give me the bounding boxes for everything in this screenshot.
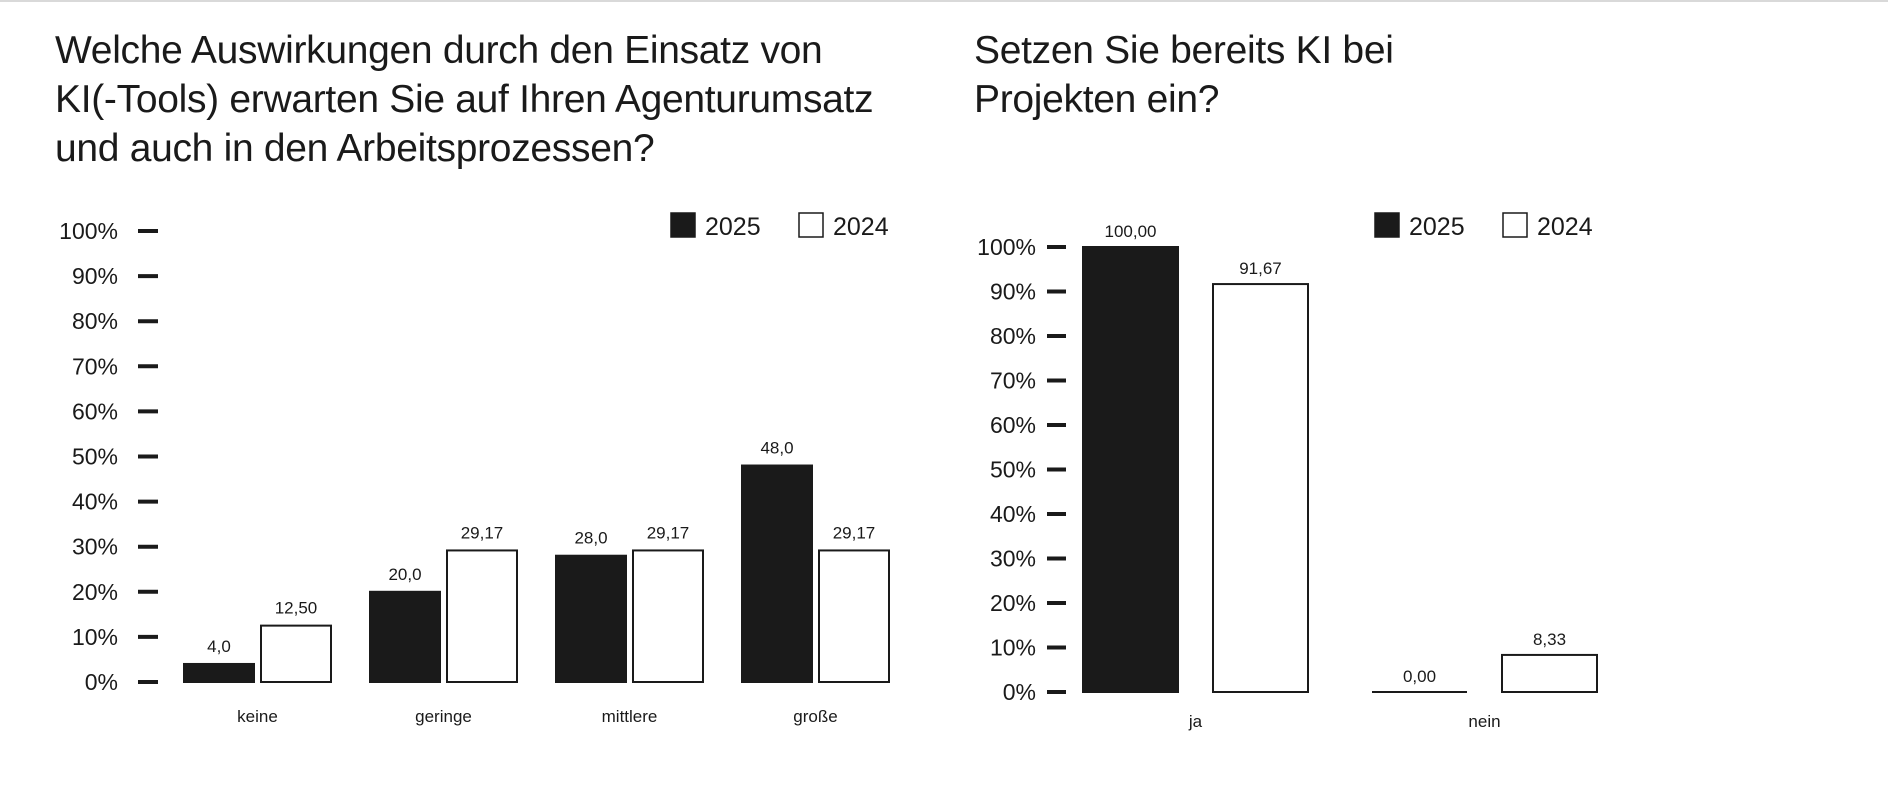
chart2-y-tick-label: 20%	[990, 590, 1036, 616]
chart2-legend-swatch-2024	[1502, 212, 1528, 238]
chart1-y-tick-label: 60%	[72, 398, 118, 424]
chart1-y-tick-label: 10%	[72, 624, 118, 650]
chart1-category-label-geringe: geringe	[415, 707, 472, 726]
chart1-value-label-geringe-2025: 20,0	[388, 565, 421, 584]
top-rule	[0, 0, 1888, 2]
chart2-y-tick-label: 90%	[990, 279, 1036, 305]
chart1-category-label-keine: keine	[237, 707, 278, 726]
chart1-y-tick-label: 80%	[72, 308, 118, 334]
chart1-y-tick-label: 40%	[72, 489, 118, 515]
chart1-value-label-mittlere-2024: 29,17	[647, 523, 690, 542]
chart1-value-label-große-2025: 48,0	[760, 439, 793, 458]
chart2-y-tick-label: 40%	[990, 501, 1036, 527]
chart1-y-tick-label: 90%	[72, 263, 118, 289]
chart2-legend-label-2025: 2025	[1409, 213, 1465, 241]
chart1-bar-geringe-2024	[446, 549, 518, 683]
chart2-y-tick-label: 80%	[990, 323, 1036, 349]
chart2-y-tick-label: 10%	[990, 635, 1036, 661]
chart1-category-label-große: große	[793, 707, 837, 726]
chart1-value-label-mittlere-2025: 28,0	[574, 529, 607, 548]
chart2-y-tick-label: 60%	[990, 412, 1036, 438]
chart2-y-tick-label: 50%	[990, 457, 1036, 483]
chart1-bar-mittlere-2025	[555, 554, 627, 683]
chart1-legend-swatch-2024	[798, 212, 824, 238]
chart1-y-tick-label: 20%	[72, 579, 118, 605]
chart2-bar-nein-2024	[1501, 653, 1598, 694]
chart2-y-tick-label: 70%	[990, 368, 1036, 394]
chart1-bar-mittlere-2024	[632, 549, 704, 683]
chart1-value-label-geringe-2024: 29,17	[461, 523, 504, 542]
chart1-value-label-keine-2025: 4,0	[207, 637, 231, 656]
chart1-value-label-keine-2024: 12,50	[275, 599, 318, 618]
chart1-bar-keine-2024	[260, 624, 332, 683]
chart1-bar-geringe-2025	[369, 590, 441, 683]
chart2-legend-swatch-2025	[1374, 212, 1400, 238]
chart1-y-tick-label: 70%	[72, 353, 118, 379]
chart2-value-label-nein-2024: 8,33	[1533, 630, 1566, 649]
chart1-bar-große-2025	[741, 464, 813, 683]
chart1-category-label-mittlere: mittlere	[602, 707, 658, 726]
chart-title-ai-impact: Welche Auswirkungen durch den Einsatz vo…	[55, 29, 874, 170]
chart2-value-label-ja-2024: 91,67	[1239, 259, 1282, 278]
chart2-value-label-nein-2025: 0,00	[1403, 667, 1436, 686]
chart-title-ai-usage: Setzen Sie bereits KI bei Projekten ein?	[974, 29, 1394, 121]
chart2-y-tick-label: 100%	[977, 234, 1036, 260]
chart1-legend-label-2025: 2025	[705, 213, 761, 241]
chart2-y-tick-label: 0%	[1003, 679, 1036, 705]
chart2-y-tick-label: 30%	[990, 546, 1036, 572]
chart2-bar-ja-2025	[1082, 246, 1179, 693]
chart1-y-tick-label: 0%	[85, 669, 118, 695]
chart2-value-label-ja-2025: 100,00	[1105, 222, 1157, 241]
chart2-legend-label-2024: 2024	[1537, 213, 1593, 241]
chart2-category-label-nein: nein	[1468, 712, 1500, 731]
chart1-legend-swatch-2025	[670, 212, 696, 238]
chart1-y-tick-label: 50%	[72, 444, 118, 470]
chart1-value-label-große-2024: 29,17	[833, 523, 876, 542]
chart1-legend-label-2024: 2024	[833, 213, 889, 241]
chart1-y-tick-label: 30%	[72, 534, 118, 560]
chart1-y-tick-label: 100%	[59, 218, 118, 244]
chart2-category-label-ja: ja	[1188, 712, 1203, 731]
chart1-bar-keine-2025	[183, 662, 255, 684]
chart1-bar-große-2024	[818, 549, 890, 683]
chart2-bar-ja-2024	[1212, 283, 1309, 693]
